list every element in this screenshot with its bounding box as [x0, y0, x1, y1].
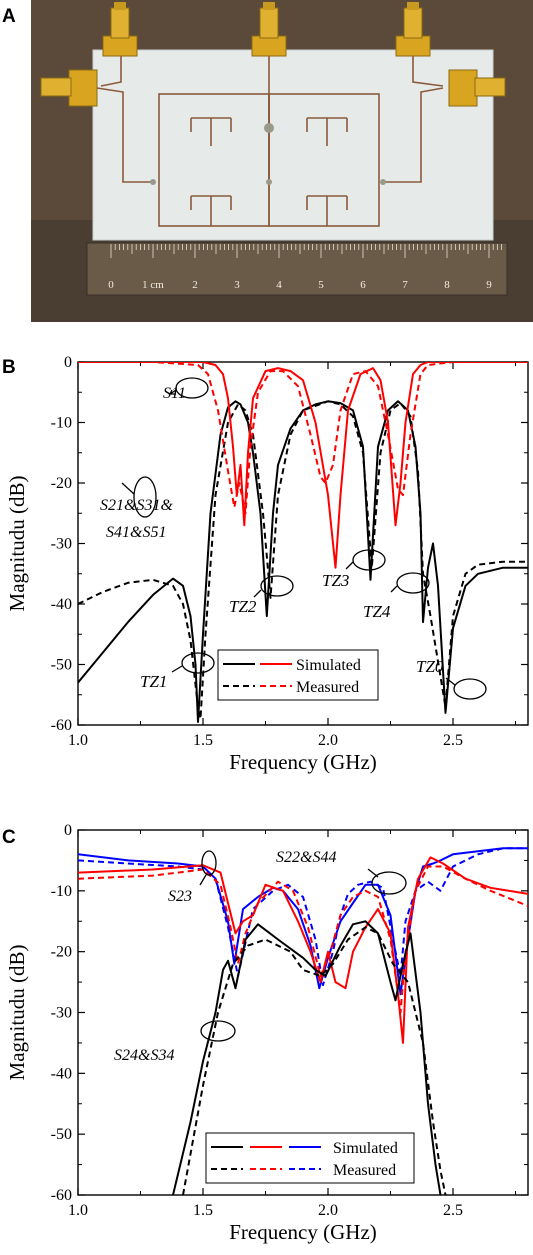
copper-traces: [96, 56, 444, 227]
y-tick-label: -20: [51, 944, 72, 961]
axis-ticks: 1.0 1.5 2.0 2.5 0 -10 -20 -30 -40 -50 -60: [51, 354, 528, 749]
solder-point: [266, 179, 272, 185]
series-line: [78, 362, 528, 569]
label-s21-line1: S21&S31&: [100, 497, 173, 514]
y-tick-label: -40: [51, 596, 72, 613]
solder-point: [380, 179, 386, 185]
y-tick-label: 0: [64, 354, 72, 371]
y-tick-label: -10: [51, 415, 72, 432]
plot-series: [78, 847, 528, 1195]
x-axis-label: Frequency (GHz): [229, 1220, 377, 1244]
series-line: [78, 847, 528, 996]
x-tick-label: 2.5: [443, 732, 463, 749]
y-tick-label: -30: [51, 1005, 72, 1022]
ruler-label: 9: [486, 279, 492, 291]
ruler-label: 8: [444, 279, 450, 291]
chart-b: 1.0 1.5 2.0 2.5 0 -10 -20 -30 -40 -50 -60 S11 S21&…: [5, 354, 529, 774]
label-s22-s44: S22&S44: [276, 849, 336, 866]
legend: Simulated Measured: [205, 1132, 415, 1184]
legend-label-measured: Measured: [333, 1162, 396, 1179]
ruler-label: 6: [360, 279, 366, 291]
x-tick-label: 1.0: [68, 1202, 88, 1219]
y-tick-label: -60: [51, 1187, 72, 1204]
label-s24-s34: S24&S34: [114, 1047, 174, 1064]
sma-connector-right: [448, 69, 506, 107]
label-s23: S23: [168, 888, 192, 905]
plot-series: [78, 362, 528, 723]
label-s21-line2: S41&S51: [106, 524, 166, 541]
panel-label-b: B: [2, 357, 16, 378]
x-tick-label: 2.0: [318, 1202, 338, 1219]
panel-label-a: A: [2, 6, 16, 27]
y-axis-label: Magnitudu (dB): [5, 945, 29, 1081]
ruler-label: 2: [192, 279, 198, 291]
y-tick-label: -60: [51, 717, 72, 734]
series-line: [78, 865, 528, 1014]
ruler-label: 0: [108, 279, 114, 291]
x-tick-label: 1.0: [68, 732, 88, 749]
y-tick-label: -30: [51, 536, 72, 553]
legend-label-simulated: Simulated: [333, 1140, 398, 1157]
y-axis-label: Magnitudu (dB): [5, 476, 29, 612]
label-tz3: TZ3: [322, 571, 349, 590]
x-tick-label: 2.5: [443, 1202, 463, 1219]
ruler-label: 1 cm: [142, 279, 164, 291]
panel-label-c: C: [2, 827, 16, 848]
sma-connector-top-right: [395, 2, 431, 57]
ruler-label: 3: [234, 279, 240, 291]
sma-connector-top-left: [102, 2, 138, 57]
label-tz0: TZ0: [416, 657, 444, 676]
ruler-labels: 0 1 cm 2 3 4 5 6 7 8 9: [108, 279, 492, 291]
label-s11: S11: [163, 385, 186, 402]
label-tz2: TZ2: [229, 597, 257, 616]
solder-point: [264, 123, 274, 133]
solder-point: [150, 179, 156, 185]
series-line: [182, 926, 447, 1195]
series-line: [172, 920, 442, 1195]
ruler-label: 5: [318, 279, 324, 291]
y-tick-label: -40: [51, 1065, 72, 1082]
ruler-label: 7: [402, 279, 408, 291]
y-tick-label: -20: [51, 475, 72, 492]
y-tick-label: -10: [51, 883, 72, 900]
x-tick-label: 1.5: [193, 732, 213, 749]
pcb-board: [92, 49, 494, 241]
series-line: [78, 362, 528, 515]
ruler: [86, 242, 508, 296]
ruler-ticks: [110, 244, 503, 258]
series-line: [78, 856, 528, 1044]
legend-label-simulated: Simulated: [296, 657, 361, 674]
label-tz1: TZ1: [140, 672, 167, 691]
annotation-markers: [199, 850, 407, 1042]
y-tick-label: -50: [51, 1126, 72, 1143]
label-tz4: TZ4: [363, 602, 391, 621]
x-tick-label: 2.0: [318, 732, 338, 749]
x-axis-label: Frequency (GHz): [229, 750, 377, 774]
series-line: [78, 400, 528, 720]
chart-c: 1.0 1.5 2.0 2.50-10-20-30-40-50-60 S22&S44 …: [5, 822, 529, 1244]
legend: Simulated Measured: [217, 649, 379, 701]
y-tick-label: -50: [51, 657, 72, 674]
y-tick-label: 0: [64, 822, 72, 839]
x-tick-label: 1.5: [193, 1202, 213, 1219]
legend-label-measured: Measured: [296, 679, 359, 696]
ruler-label: 4: [276, 279, 282, 291]
sma-connector-top-center: [251, 2, 287, 57]
annotation-markers: [121, 377, 487, 700]
filter-board-photo: 0 1 cm 2 3 4 5 6 7 8 9: [31, 0, 533, 322]
axis-ticks: 1.0 1.5 2.0 2.5 0 -10 -20 -30 -40 -50 -60: [51, 822, 528, 1219]
